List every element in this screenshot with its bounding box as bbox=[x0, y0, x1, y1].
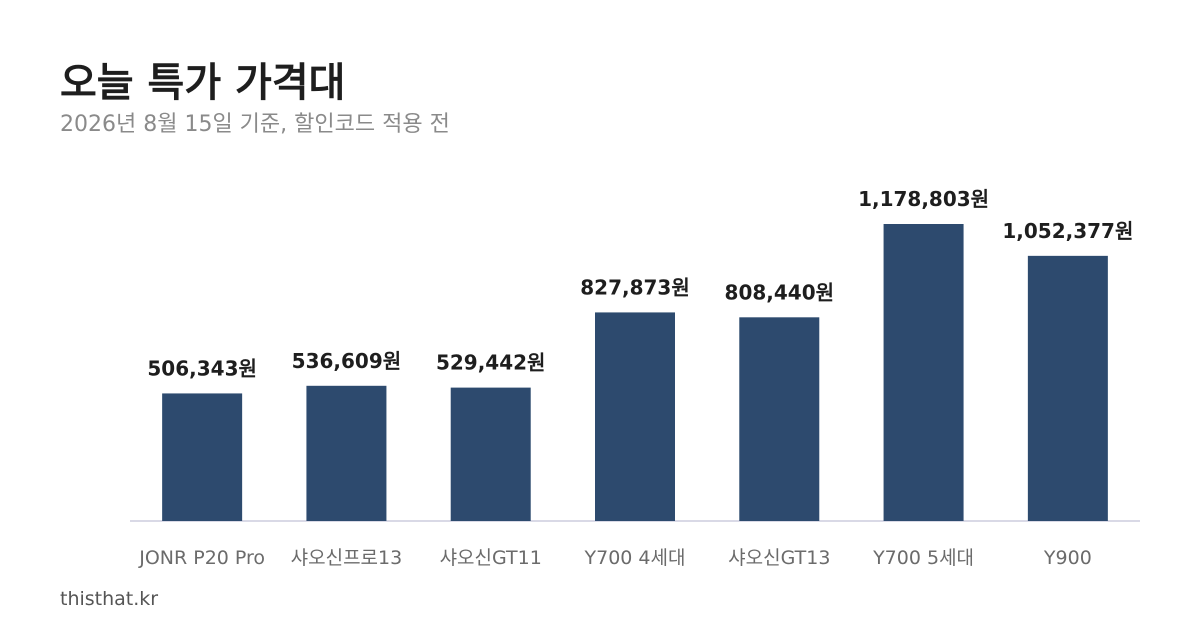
bar-value-label: 536,609원 bbox=[292, 349, 402, 373]
category-label: Y900 bbox=[1043, 547, 1092, 569]
category-label: 샤오신GT11 bbox=[440, 547, 542, 569]
bar bbox=[883, 224, 964, 521]
bar bbox=[595, 312, 675, 521]
category-label: Y700 5세대 bbox=[872, 547, 974, 569]
category-label: 샤오신프로13 bbox=[291, 547, 403, 569]
category-label: 샤오신GT13 bbox=[728, 547, 830, 569]
source-footer: thisthat.kr bbox=[60, 588, 159, 610]
bar-value-label: 506,343원 bbox=[147, 356, 257, 380]
bar-value-label: 529,442원 bbox=[436, 351, 546, 375]
chart-title: 오늘 특가 가격대 bbox=[60, 60, 346, 106]
bar-value-label: 827,873원 bbox=[580, 275, 690, 299]
bar bbox=[450, 387, 531, 521]
bar bbox=[162, 393, 243, 521]
bar-value-label: 1,178,803원 bbox=[858, 187, 989, 211]
chart-subtitle: 2026년 8월 15일 기준, 할인코드 적용 전 bbox=[60, 112, 450, 137]
bar bbox=[1027, 255, 1108, 521]
bar bbox=[739, 317, 820, 521]
category-label: JONR P20 Pro bbox=[138, 547, 265, 569]
category-label: Y700 4세대 bbox=[584, 547, 686, 569]
bar-value-label: 1,052,377원 bbox=[1002, 219, 1133, 243]
bar-value-label: 808,440원 bbox=[725, 280, 835, 304]
bar bbox=[306, 385, 387, 521]
